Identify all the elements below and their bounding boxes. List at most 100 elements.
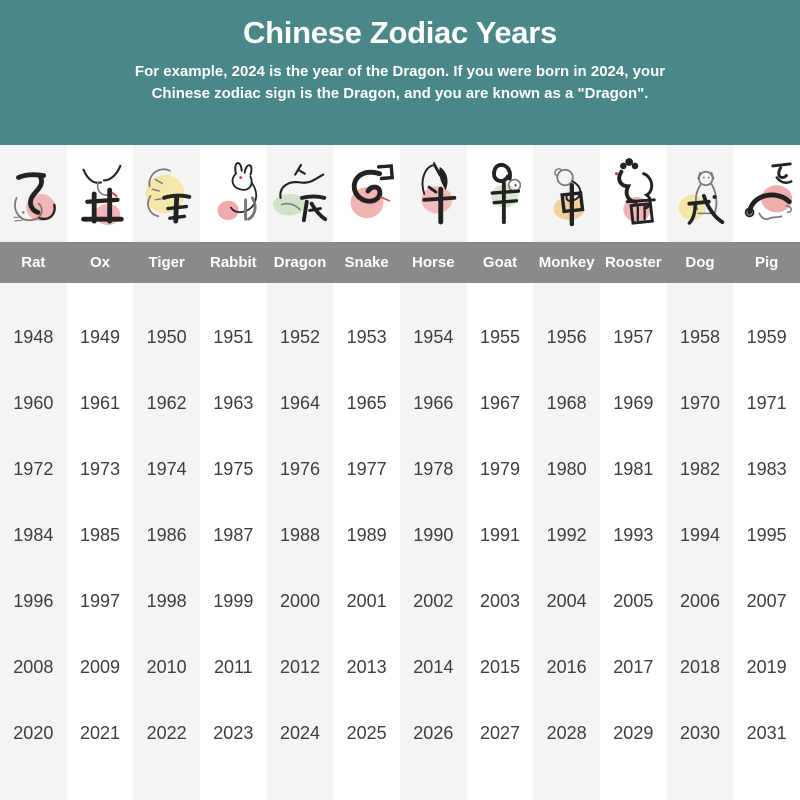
year-cell: 2010 (146, 656, 187, 677)
year-cell: 2013 (346, 656, 387, 677)
brush-stroke (243, 163, 253, 176)
subtitle-line-2: Chinese zodiac sign is the Dragon, and y… (151, 84, 649, 102)
year-cell: 1975 (213, 458, 254, 479)
year-cell: 2014 (413, 656, 454, 677)
brush-stroke (636, 204, 647, 221)
year-cell: 2031 (746, 722, 787, 743)
rat-icon (13, 171, 57, 222)
year-cell: 1992 (546, 524, 587, 545)
brush-stroke (379, 195, 390, 202)
year-cell: 2024 (279, 722, 321, 743)
horse-icon (421, 161, 457, 225)
brush-stroke (308, 206, 322, 212)
zodiac-icon-cell-dragon (266, 145, 334, 242)
year-cell: 2012 (279, 656, 321, 677)
brush-stroke (629, 201, 655, 225)
brush-stroke (697, 171, 715, 179)
ink-blob (760, 184, 792, 212)
year-cell: 1995 (746, 524, 787, 545)
year-cell: 1997 (79, 590, 121, 611)
year-cell: 1954 (413, 326, 454, 347)
year-column-ox: 1949 1961 1973 1985 1997 2009 2021 (66, 283, 134, 800)
zodiac-icon-cell-horse (399, 145, 467, 242)
zodiac-icon-cell-rabbit (199, 145, 267, 242)
year-cell: 2008 (13, 656, 54, 677)
column-header-dragon: Dragon (273, 254, 327, 271)
brush-stroke (744, 207, 755, 217)
year-cell: 1973 (79, 458, 121, 479)
brush-stroke (376, 163, 394, 180)
year-cell: 1963 (213, 392, 254, 413)
year-column-tiger: 1950 1962 1974 1986 1998 2010 2022 (133, 283, 200, 800)
zodiac-icon-cell-monkey (533, 145, 600, 242)
year-cell: 1968 (546, 392, 587, 413)
year-cell: 1977 (346, 458, 387, 479)
brush-stroke (492, 162, 512, 183)
brush-stroke (559, 190, 585, 213)
year-cell: 1951 (213, 326, 254, 347)
zodiac-icon-cell-snake (333, 145, 400, 242)
column-header-ox: Ox (89, 254, 110, 271)
year-cell: 1981 (613, 458, 654, 479)
year-cell: 1994 (679, 524, 721, 545)
brush-stroke (556, 168, 574, 186)
year-cell: 1972 (13, 458, 54, 479)
brush-stroke (279, 173, 325, 199)
brush-stroke (165, 204, 188, 210)
brush-stroke (22, 210, 25, 214)
brush-stroke (758, 212, 783, 220)
year-cell: 1961 (79, 392, 121, 413)
year-cell: 2018 (679, 656, 721, 677)
year-cell: 1969 (613, 392, 654, 413)
year-cell: 1989 (346, 524, 387, 545)
column-header-rat: Rat (21, 254, 46, 271)
year-cell: 2026 (413, 722, 454, 743)
column-header-dog: Dog (685, 254, 715, 271)
brush-stroke (775, 175, 793, 184)
year-cell: 1952 (279, 326, 321, 347)
brush-stroke (111, 191, 118, 197)
year-column-dog: 1958 1970 1982 1994 2006 2018 2030 (666, 283, 734, 800)
year-cell: 1955 (479, 326, 521, 347)
column-header-rabbit: Rabbit (209, 254, 257, 271)
header-banner: Chinese Zodiac Years For example, 2024 i… (0, 0, 800, 145)
year-cell: 1985 (79, 524, 121, 545)
year-cell: 1974 (146, 458, 187, 479)
year-cell: 2020 (13, 722, 54, 743)
year-cell: 1993 (613, 524, 654, 545)
ox-icon (81, 164, 124, 225)
year-column-pig: 1959 1971 1983 1995 2007 2019 2031 (733, 283, 800, 800)
zodiac-icon-cell-rooster (599, 145, 667, 242)
brush-stroke (167, 214, 186, 220)
column-header-goat: Goat (482, 254, 518, 271)
year-cell: 1998 (146, 590, 187, 611)
brush-stroke (247, 195, 257, 221)
rabbit-icon (217, 161, 258, 221)
year-cell: 2025 (346, 722, 387, 743)
year-cell: 1962 (146, 392, 187, 413)
year-cell: 1987 (213, 524, 254, 545)
year-cell: 1979 (479, 458, 521, 479)
brush-stroke (698, 170, 714, 186)
year-cell: 1957 (613, 326, 654, 347)
year-cell: 2016 (546, 656, 587, 677)
year-column-horse: 1954 1966 1978 1990 2002 2014 2026 (399, 283, 467, 800)
brush-stroke (309, 201, 328, 221)
year-column-rat: 1948 1960 1972 1984 1996 2008 2020 (0, 283, 67, 800)
year-column-snake: 1953 1965 1977 1989 2001 2013 2025 (333, 283, 400, 800)
tiger-icon (145, 167, 191, 224)
zodiac-icon-cell-pig (733, 145, 800, 242)
brush-stroke (776, 165, 788, 179)
zodiac-icon-cell-ox (66, 145, 134, 242)
year-cell: 2019 (746, 656, 787, 677)
dragon-icon (272, 163, 328, 222)
year-cell: 2007 (746, 590, 787, 611)
year-cell: 1959 (746, 326, 787, 347)
brush-stroke (615, 171, 619, 175)
brush-stroke (620, 162, 627, 169)
zodiac-icon-cell-goat (466, 145, 534, 242)
brush-stroke (28, 172, 45, 215)
year-cell: 2004 (546, 590, 587, 611)
year-cell: 1970 (679, 392, 721, 413)
brush-stroke (14, 196, 43, 221)
